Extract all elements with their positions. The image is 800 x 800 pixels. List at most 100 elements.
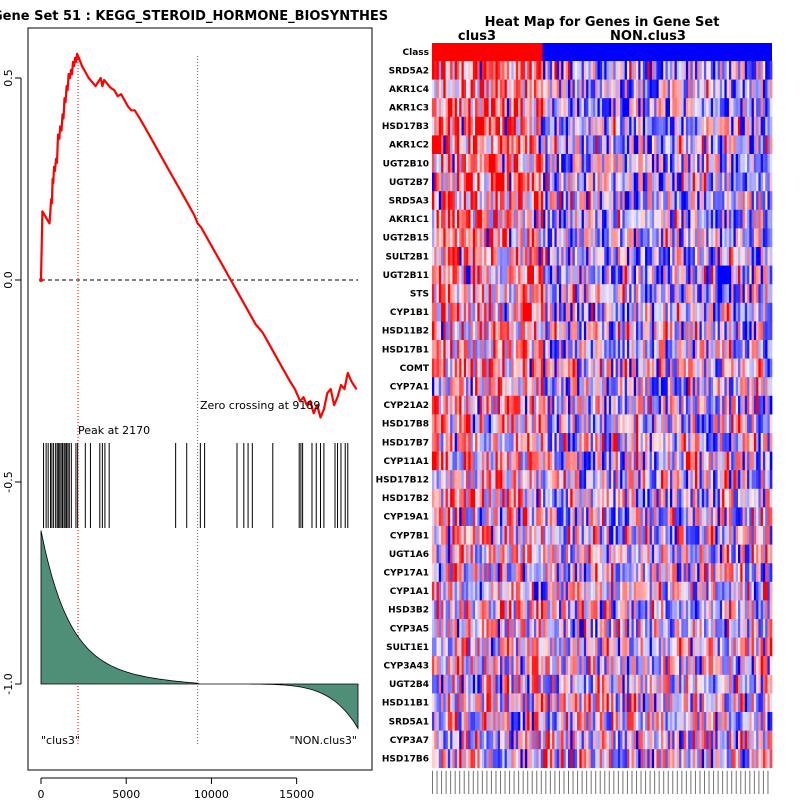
heatmap-cell: [617, 507, 621, 527]
heatmap-cell: [513, 544, 517, 564]
heatmap-cell: [615, 154, 619, 173]
heatmap-cell: [713, 61, 716, 80]
heatmap-cell: [744, 619, 748, 638]
heatmap-cell: [760, 451, 764, 471]
heatmap-cell: [724, 98, 728, 118]
heatmap-cell: [461, 488, 465, 508]
heatmap-cell: [613, 321, 616, 341]
heatmap-cell: [509, 619, 512, 638]
heatmap-cell: [749, 116, 752, 136]
heatmap-cell: [486, 172, 490, 192]
heatmap-cell: [683, 433, 687, 452]
heatmap-cell: [726, 526, 730, 545]
heatmap-cell: [520, 395, 524, 415]
heatmap-cell: [529, 563, 533, 583]
heatmap-cell: [756, 451, 759, 471]
heatmap-cell: [670, 581, 673, 601]
heatmap-cell: [586, 191, 589, 211]
heatmap-cell: [611, 98, 614, 118]
heatmap-cell: [552, 507, 555, 527]
heatmap-cell: [497, 544, 501, 564]
heatmap-cell: [676, 637, 680, 657]
heatmap-cell: [443, 98, 446, 118]
heatmap-cell: [651, 340, 655, 359]
heatmap-cell: [697, 544, 700, 564]
heatmap-cell: [717, 98, 721, 118]
heatmap-cell: [656, 302, 660, 322]
heatmap-cell: [481, 637, 485, 657]
heatmap-cell: [753, 265, 757, 285]
heatmap-cell: [733, 302, 737, 322]
heatmap-cell: [638, 544, 641, 564]
heatmap-cell: [434, 414, 437, 434]
heatmap-cell: [445, 172, 449, 192]
heatmap-cell: [722, 247, 725, 266]
heatmap-cell: [500, 154, 503, 173]
heatmap-cell: [547, 395, 551, 415]
heatmap-cell: [527, 600, 530, 620]
heatmap-cell: [520, 61, 524, 80]
heatmap-cell: [701, 98, 705, 118]
heatmap-cell: [432, 377, 435, 397]
heatmap-cell: [608, 619, 612, 638]
heatmap-cell: [753, 377, 757, 397]
heatmap-cell: [645, 377, 648, 397]
heatmap-cell: [762, 247, 766, 266]
heatmap-cell: [588, 191, 592, 211]
heatmap-cell: [522, 619, 526, 638]
heatmap-cell: [481, 600, 485, 620]
heatmap-cell: [706, 116, 709, 136]
heatmap-cell: [590, 284, 594, 304]
heatmap-cell: [626, 265, 630, 285]
heatmap-cell: [604, 358, 607, 378]
heatmap-cell: [568, 433, 571, 452]
heatmap-cell: [740, 265, 743, 285]
heatmap-cell: [543, 265, 546, 285]
heatmap-cell: [636, 302, 639, 322]
heatmap-cell: [613, 154, 616, 173]
heatmap-cell: [558, 488, 562, 508]
heatmap-cell: [558, 321, 562, 341]
heatmap-cell: [531, 98, 535, 118]
heatmap-cell: [481, 470, 485, 490]
es-point: [130, 109, 132, 111]
heatmap-cell: [577, 228, 580, 248]
heatmap-cell: [749, 284, 752, 304]
heatmap-cell: [500, 600, 503, 620]
heatmap-cell: [758, 470, 762, 490]
heatmap-cell: [651, 526, 655, 545]
heatmap-cell: [717, 619, 721, 638]
heatmap-cell: [694, 451, 698, 471]
heatmap-cell: [697, 600, 700, 620]
heatmap-cell: [694, 600, 698, 620]
heatmap-cell: [699, 302, 703, 322]
heatmap-cell: [497, 433, 501, 452]
heatmap-cell: [552, 321, 555, 341]
heatmap-cell: [620, 619, 623, 638]
heatmap-cell: [472, 619, 476, 638]
heatmap-cell: [674, 470, 678, 490]
heatmap-cell: [751, 488, 755, 508]
heatmap-cell: [728, 526, 732, 545]
heatmap-cell: [769, 116, 773, 136]
heatmap-cell: [706, 79, 709, 99]
heatmap-cell: [724, 488, 728, 508]
heatmap-cell: [685, 600, 689, 620]
heatmap-cell: [583, 321, 587, 341]
heatmap-cell: [493, 600, 496, 620]
heatmap-cell: [753, 507, 757, 527]
heatmap-row: [432, 116, 773, 136]
heatmap-cell: [493, 526, 496, 545]
group-label-clus3: clus3: [458, 29, 496, 44]
heatmap-cell: [715, 61, 718, 80]
heatmap-cell: [518, 154, 521, 173]
heatmap-cell: [504, 154, 508, 173]
heatmap-cell: [561, 209, 564, 229]
heatmap-cell: [563, 135, 567, 155]
heatmap-cell: [540, 488, 544, 508]
heatmap-cell: [574, 302, 578, 322]
heatmap-cell: [640, 172, 644, 192]
heatmap-cell: [479, 135, 483, 155]
heatmap-cell: [613, 98, 616, 118]
heatmap-cell: [436, 284, 440, 304]
